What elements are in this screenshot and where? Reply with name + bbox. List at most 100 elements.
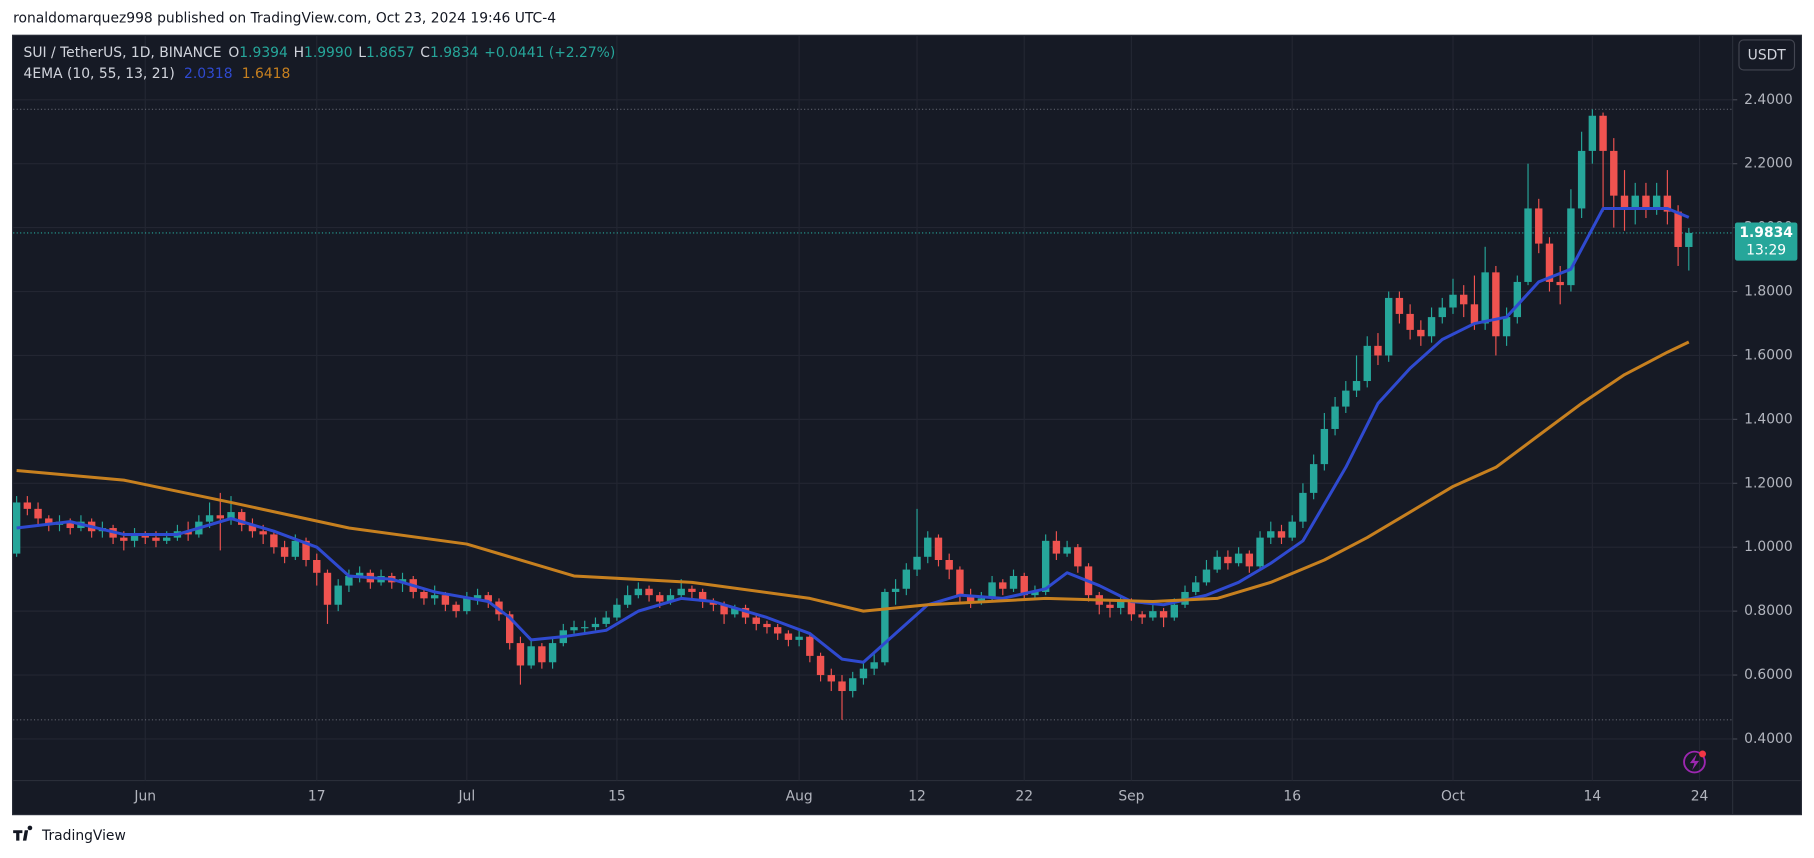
alert-icon[interactable] — [1683, 750, 1707, 774]
candle-body — [334, 585, 342, 605]
brand: TradingView — [41, 828, 126, 844]
x-tick-label: 12 — [908, 789, 926, 805]
candle-body — [548, 643, 557, 663]
candle-body — [184, 531, 192, 535]
candle-body — [1202, 569, 1211, 583]
candle-body — [1331, 406, 1339, 429]
candle-body — [913, 556, 921, 570]
candle-body — [66, 521, 74, 529]
ohlc-key: H — [294, 45, 304, 61]
currency-label[interactable]: USDT — [1748, 48, 1787, 64]
candle-body — [152, 537, 160, 541]
candle-body — [238, 512, 246, 525]
ema-line — [16, 340, 1690, 613]
candle-body — [1535, 208, 1543, 244]
candle-body — [902, 569, 911, 589]
candle-body — [623, 595, 632, 605]
y-tick-label: 2.2000 — [1744, 156, 1792, 172]
candle-body — [473, 595, 482, 599]
x-tick-label: 14 — [1584, 789, 1602, 805]
candle-body — [881, 591, 889, 663]
candle-body — [1342, 390, 1350, 407]
candle-body — [1020, 575, 1028, 596]
candle-body — [1460, 294, 1468, 305]
candle-body — [1384, 297, 1393, 356]
last-price-label: 1.9834 — [1739, 225, 1792, 241]
logo-mark — [13, 825, 33, 841]
ohlc-value: 1.8657 — [366, 45, 415, 61]
candle-body — [355, 572, 364, 576]
x-tick-label: Sep — [1118, 789, 1144, 805]
candle-body — [1149, 611, 1157, 618]
candle-body — [1631, 195, 1639, 209]
candle-body — [302, 540, 310, 560]
candle-body — [506, 614, 514, 644]
candle-body — [1320, 428, 1329, 465]
candle-body — [441, 595, 450, 605]
candle-body — [141, 534, 149, 538]
candle-body — [1438, 307, 1446, 318]
x-tick-label: 22 — [1015, 789, 1033, 805]
candle-body — [581, 627, 589, 629]
candle-body — [698, 591, 707, 602]
y-tick-label: 0.6000 — [1744, 667, 1792, 683]
candle-body — [849, 678, 857, 692]
candle-body — [570, 627, 578, 631]
candle-body — [1009, 575, 1018, 589]
candle-body — [45, 518, 53, 525]
candle-body — [1309, 464, 1318, 493]
candle-body — [1041, 540, 1050, 592]
candle-body — [891, 588, 900, 592]
candle-body — [677, 588, 685, 596]
candle-body — [34, 508, 42, 519]
candle-body — [634, 588, 643, 596]
alert-icon-bolt[interactable] — [1689, 753, 1700, 771]
candle-body — [1181, 591, 1189, 605]
alert-icon-dot[interactable] — [1699, 750, 1707, 758]
candle-body — [752, 617, 760, 624]
candle-body — [1117, 601, 1125, 608]
candle-body — [270, 534, 278, 548]
candle-body — [1620, 195, 1629, 209]
candle-body — [398, 579, 407, 583]
candle-body — [420, 591, 428, 599]
y-tick-label: 0.8000 — [1744, 603, 1792, 619]
candle-body — [720, 604, 728, 615]
ohlc-key: C — [420, 45, 430, 61]
candle-body — [613, 604, 621, 618]
candle-body — [1610, 150, 1618, 196]
alert-icon-ring[interactable] — [1683, 750, 1706, 774]
candle-body — [741, 607, 750, 618]
candle-body — [1159, 611, 1168, 618]
x-tick-label: Aug — [786, 789, 813, 805]
x-tick-label: 17 — [308, 789, 326, 805]
candle-body — [1685, 232, 1693, 247]
candle-body — [1074, 547, 1082, 567]
symbol: SUI / TetherUS, 1D, BINANCE — [24, 45, 222, 61]
candle-body — [216, 515, 224, 519]
candle-body — [280, 547, 289, 557]
currency-button[interactable] — [1738, 39, 1796, 71]
candle-body — [291, 540, 300, 557]
candle-body — [1224, 556, 1232, 564]
candle-body — [463, 598, 471, 612]
axes: 0.4000 0.6000 0.8000 1.0000 1.2000 1.4000 1.60… — [133, 92, 1798, 805]
candle-body — [709, 601, 718, 605]
candle-body — [1663, 195, 1672, 212]
indicator-legend: 4EMA (10, 55, 13, 21) 2.0318 1.6418 — [24, 66, 291, 82]
candle-body — [1374, 345, 1382, 356]
y-tick-label: 2.4000 — [1744, 92, 1792, 108]
candle-body — [1449, 294, 1457, 308]
chart-panel — [11, 34, 1803, 816]
candle-body — [1256, 537, 1264, 567]
y-tick-label: 0.4000 — [1744, 731, 1792, 747]
x-tick-label: 16 — [1283, 789, 1301, 805]
candle-body — [1192, 582, 1200, 592]
candle-body — [1299, 492, 1307, 522]
x-tick-label: 15 — [608, 789, 626, 805]
candle-body — [1234, 553, 1243, 564]
candle-body — [1106, 604, 1114, 608]
y-tick-label: 1.4000 — [1744, 411, 1792, 427]
candle-body — [688, 588, 696, 592]
